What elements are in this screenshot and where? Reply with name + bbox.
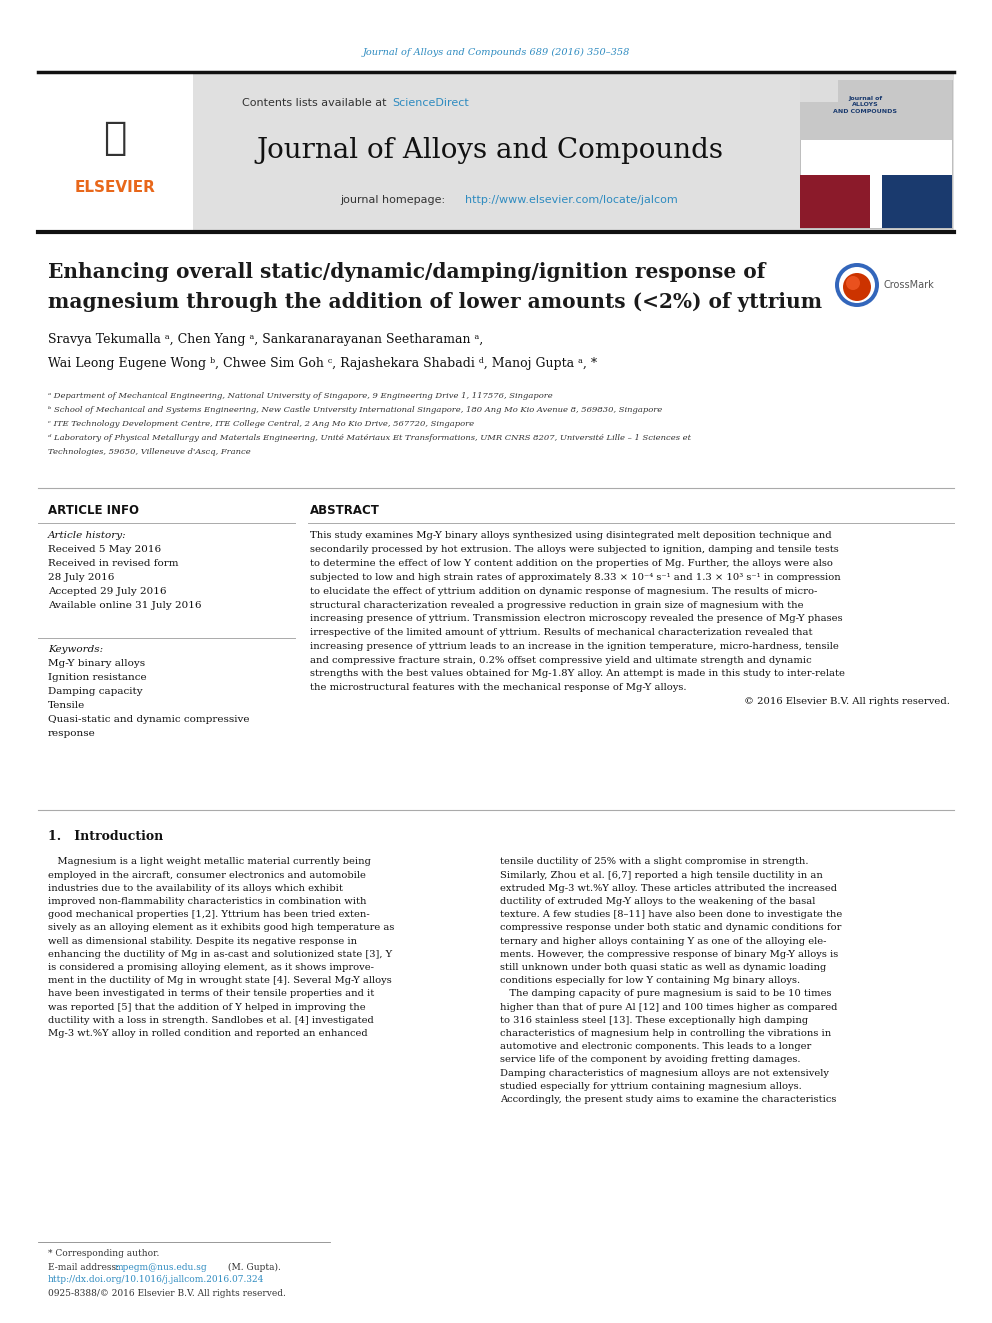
Text: 1.   Introduction: 1. Introduction	[48, 831, 164, 844]
Text: http://dx.doi.org/10.1016/j.jallcom.2016.07.324: http://dx.doi.org/10.1016/j.jallcom.2016…	[48, 1275, 265, 1285]
Text: Enhancing overall static/dynamic/damping/ignition response of: Enhancing overall static/dynamic/damping…	[48, 262, 766, 282]
Text: conditions especially for low Y containing Mg binary alloys.: conditions especially for low Y containi…	[500, 976, 801, 986]
Text: well as dimensional stability. Despite its negative response in: well as dimensional stability. Despite i…	[48, 937, 357, 946]
Bar	[800, 79, 952, 140]
Text: compressive response under both static and dynamic conditions for: compressive response under both static a…	[500, 923, 841, 933]
Text: mpegm@nus.edu.sg: mpegm@nus.edu.sg	[115, 1262, 207, 1271]
Text: Keywords:: Keywords:	[48, 646, 103, 655]
Text: good mechanical properties [1,2]. Yttrium has been tried exten-: good mechanical properties [1,2]. Yttriu…	[48, 910, 370, 919]
Text: * Corresponding author.: * Corresponding author.	[48, 1249, 160, 1258]
Bar	[800, 79, 952, 228]
Text: texture. A few studies [8–11] have also been done to investigate the: texture. A few studies [8–11] have also …	[500, 910, 842, 919]
Text: Journal of Alloys and Compounds: Journal of Alloys and Compounds	[257, 136, 723, 164]
Text: employed in the aircraft, consumer electronics and automobile: employed in the aircraft, consumer elect…	[48, 871, 366, 880]
Bar	[882, 175, 952, 228]
Text: ductility of extruded Mg-Y alloys to the weakening of the basal: ductility of extruded Mg-Y alloys to the…	[500, 897, 815, 906]
Text: ScienceDirect: ScienceDirect	[392, 98, 469, 108]
Text: characteristics of magnesium help in controlling the vibrations in: characteristics of magnesium help in con…	[500, 1029, 831, 1039]
Text: Accordingly, the present study aims to examine the characteristics: Accordingly, the present study aims to e…	[500, 1095, 836, 1105]
Text: ᵃ Department of Mechanical Engineering, National University of Singapore, 9 Engi: ᵃ Department of Mechanical Engineering, …	[48, 392, 553, 400]
Text: to 316 stainless steel [13]. These exceptionally high damping: to 316 stainless steel [13]. These excep…	[500, 1016, 808, 1025]
Text: increasing presence of yttrium. Transmission electron microscopy revealed the pr: increasing presence of yttrium. Transmis…	[310, 614, 842, 623]
Text: Magnesium is a light weight metallic material currently being: Magnesium is a light weight metallic mat…	[48, 857, 371, 867]
Text: CrossMark: CrossMark	[883, 280, 933, 290]
Text: 28 July 2016: 28 July 2016	[48, 573, 114, 582]
Text: Journal of
ALLOYS
AND COMPOUNDS: Journal of ALLOYS AND COMPOUNDS	[833, 97, 897, 114]
Text: ᵈ Laboratory of Physical Metallurgy and Materials Engineering, Unité Matériaux E: ᵈ Laboratory of Physical Metallurgy and …	[48, 434, 691, 442]
Text: extruded Mg-3 wt.%Y alloy. These articles attributed the increased: extruded Mg-3 wt.%Y alloy. These article…	[500, 884, 837, 893]
Text: Contents lists available at: Contents lists available at	[242, 98, 390, 108]
Text: sively as an alloying element as it exhibits good high temperature as: sively as an alloying element as it exhi…	[48, 923, 395, 933]
Text: Mg-Y binary alloys: Mg-Y binary alloys	[48, 659, 145, 668]
Text: improved non-flammability characteristics in combination with: improved non-flammability characteristic…	[48, 897, 366, 906]
Text: 🌳: 🌳	[103, 119, 127, 157]
Text: ment in the ductility of Mg in wrought state [4]. Several Mg-Y alloys: ment in the ductility of Mg in wrought s…	[48, 976, 392, 986]
Text: http://www.elsevier.com/locate/jalcom: http://www.elsevier.com/locate/jalcom	[465, 194, 678, 205]
Text: higher than that of pure Al [12] and 100 times higher as compared: higher than that of pure Al [12] and 100…	[500, 1003, 837, 1012]
Text: Tensile: Tensile	[48, 701, 85, 710]
Text: the microstructural features with the mechanical response of Mg-Y alloys.: the microstructural features with the me…	[310, 683, 686, 692]
Text: increasing presence of yttrium leads to an increase in the ignition temperature,: increasing presence of yttrium leads to …	[310, 642, 839, 651]
Text: and compressive fracture strain, 0.2% offset compressive yield and ultimate stre: and compressive fracture strain, 0.2% of…	[310, 656, 811, 664]
Text: response: response	[48, 729, 96, 738]
Text: have been investigated in terms of their tensile properties and it: have been investigated in terms of their…	[48, 990, 374, 999]
Text: Mg-3 wt.%Y alloy in rolled condition and reported an enhanced: Mg-3 wt.%Y alloy in rolled condition and…	[48, 1029, 368, 1039]
Text: secondarily processed by hot extrusion. The alloys were subjected to ignition, d: secondarily processed by hot extrusion. …	[310, 545, 839, 554]
Text: Wai Leong Eugene Wong ᵇ, Chwee Sim Goh ᶜ, Rajashekara Shabadi ᵈ, Manoj Gupta ᵃ, : Wai Leong Eugene Wong ᵇ, Chwee Sim Goh ᶜ…	[48, 357, 597, 370]
Text: ᵇ School of Mechanical and Systems Engineering, New Castle University Internatio: ᵇ School of Mechanical and Systems Engin…	[48, 406, 663, 414]
Bar	[800, 79, 838, 102]
Text: Journal of Alloys and Compounds 689 (2016) 350–358: Journal of Alloys and Compounds 689 (201…	[362, 48, 630, 57]
Text: E-mail address:: E-mail address:	[48, 1262, 122, 1271]
Text: 0925-8388/© 2016 Elsevier B.V. All rights reserved.: 0925-8388/© 2016 Elsevier B.V. All right…	[48, 1289, 286, 1298]
Text: ELSEVIER: ELSEVIER	[74, 180, 156, 196]
Text: ments. However, the compressive response of binary Mg-Y alloys is: ments. However, the compressive response…	[500, 950, 838, 959]
Bar	[38, 71, 193, 230]
Text: Article history:: Article history:	[48, 532, 127, 541]
Text: strengths with the best values obtained for Mg-1.8Y alloy. An attempt is made in: strengths with the best values obtained …	[310, 669, 845, 679]
Text: industries due to the availability of its alloys which exhibit: industries due to the availability of it…	[48, 884, 343, 893]
Text: Quasi-static and dynamic compressive: Quasi-static and dynamic compressive	[48, 716, 250, 725]
Text: The damping capacity of pure magnesium is said to be 10 times: The damping capacity of pure magnesium i…	[500, 990, 831, 999]
Text: studied especially for yttrium containing magnesium alloys.: studied especially for yttrium containin…	[500, 1082, 802, 1091]
Text: ductility with a loss in strength. Sandlobes et al. [4] investigated: ductility with a loss in strength. Sandl…	[48, 1016, 374, 1025]
Text: ᶜ ITE Technology Development Centre, ITE College Central, 2 Ang Mo Kio Drive, 56: ᶜ ITE Technology Development Centre, ITE…	[48, 419, 474, 429]
Text: Sravya Tekumalla ᵃ, Chen Yang ᵃ, Sankaranarayanan Seetharaman ᵃ,: Sravya Tekumalla ᵃ, Chen Yang ᵃ, Sankara…	[48, 333, 483, 347]
Text: magnesium through the addition of lower amounts (<2%) of yttrium: magnesium through the addition of lower …	[48, 292, 822, 312]
Bar	[800, 175, 870, 228]
Bar	[38, 71, 954, 230]
Text: ARTICLE INFO: ARTICLE INFO	[48, 504, 139, 516]
Text: © 2016 Elsevier B.V. All rights reserved.: © 2016 Elsevier B.V. All rights reserved…	[744, 697, 950, 706]
Text: still unknown under both quasi static as well as dynamic loading: still unknown under both quasi static as…	[500, 963, 826, 972]
Text: was reported [5] that the addition of Y helped in improving the: was reported [5] that the addition of Y …	[48, 1003, 366, 1012]
Text: tensile ductility of 25% with a slight compromise in strength.: tensile ductility of 25% with a slight c…	[500, 857, 808, 867]
Circle shape	[839, 267, 875, 303]
Text: journal homepage:: journal homepage:	[340, 194, 448, 205]
Text: to determine the effect of low Y content addition on the properties of Mg. Furth: to determine the effect of low Y content…	[310, 560, 833, 568]
Text: Damping capacity: Damping capacity	[48, 688, 143, 696]
Text: to elucidate the effect of yttrium addition on dynamic response of magnesium. Th: to elucidate the effect of yttrium addit…	[310, 586, 817, 595]
Circle shape	[843, 273, 871, 302]
Text: Received in revised form: Received in revised form	[48, 560, 179, 569]
Circle shape	[846, 277, 860, 290]
Text: Ignition resistance: Ignition resistance	[48, 673, 147, 683]
Text: automotive and electronic components. This leads to a longer: automotive and electronic components. Th…	[500, 1043, 811, 1052]
Text: subjected to low and high strain rates of approximately 8.33 × 10⁻⁴ s⁻¹ and 1.3 : subjected to low and high strain rates o…	[310, 573, 841, 582]
Circle shape	[835, 263, 879, 307]
Text: ternary and higher alloys containing Y as one of the alloying ele-: ternary and higher alloys containing Y a…	[500, 937, 826, 946]
Text: structural characterization revealed a progressive reduction in grain size of ma: structural characterization revealed a p…	[310, 601, 804, 610]
Text: service life of the component by avoiding fretting damages.: service life of the component by avoidin…	[500, 1056, 801, 1065]
Text: Similarly, Zhou et al. [6,7] reported a high tensile ductility in an: Similarly, Zhou et al. [6,7] reported a …	[500, 871, 823, 880]
Text: Damping characteristics of magnesium alloys are not extensively: Damping characteristics of magnesium all…	[500, 1069, 829, 1078]
Text: irrespective of the limited amount of yttrium. Results of mechanical characteriz: irrespective of the limited amount of yt…	[310, 628, 812, 638]
Text: Technologies, 59650, Villeneuve d'Ascq, France: Technologies, 59650, Villeneuve d'Ascq, …	[48, 448, 251, 456]
Text: Available online 31 July 2016: Available online 31 July 2016	[48, 602, 201, 610]
Text: enhancing the ductility of Mg in as-cast and solutionized state [3], Y: enhancing the ductility of Mg in as-cast…	[48, 950, 392, 959]
Text: Accepted 29 July 2016: Accepted 29 July 2016	[48, 587, 167, 597]
Text: This study examines Mg-Y binary alloys synthesized using disintegrated melt depo: This study examines Mg-Y binary alloys s…	[310, 532, 831, 541]
Text: (M. Gupta).: (M. Gupta).	[225, 1262, 281, 1271]
Text: Received 5 May 2016: Received 5 May 2016	[48, 545, 161, 554]
Text: is considered a promising alloying element, as it shows improve-: is considered a promising alloying eleme…	[48, 963, 374, 972]
Text: ABSTRACT: ABSTRACT	[310, 504, 380, 516]
